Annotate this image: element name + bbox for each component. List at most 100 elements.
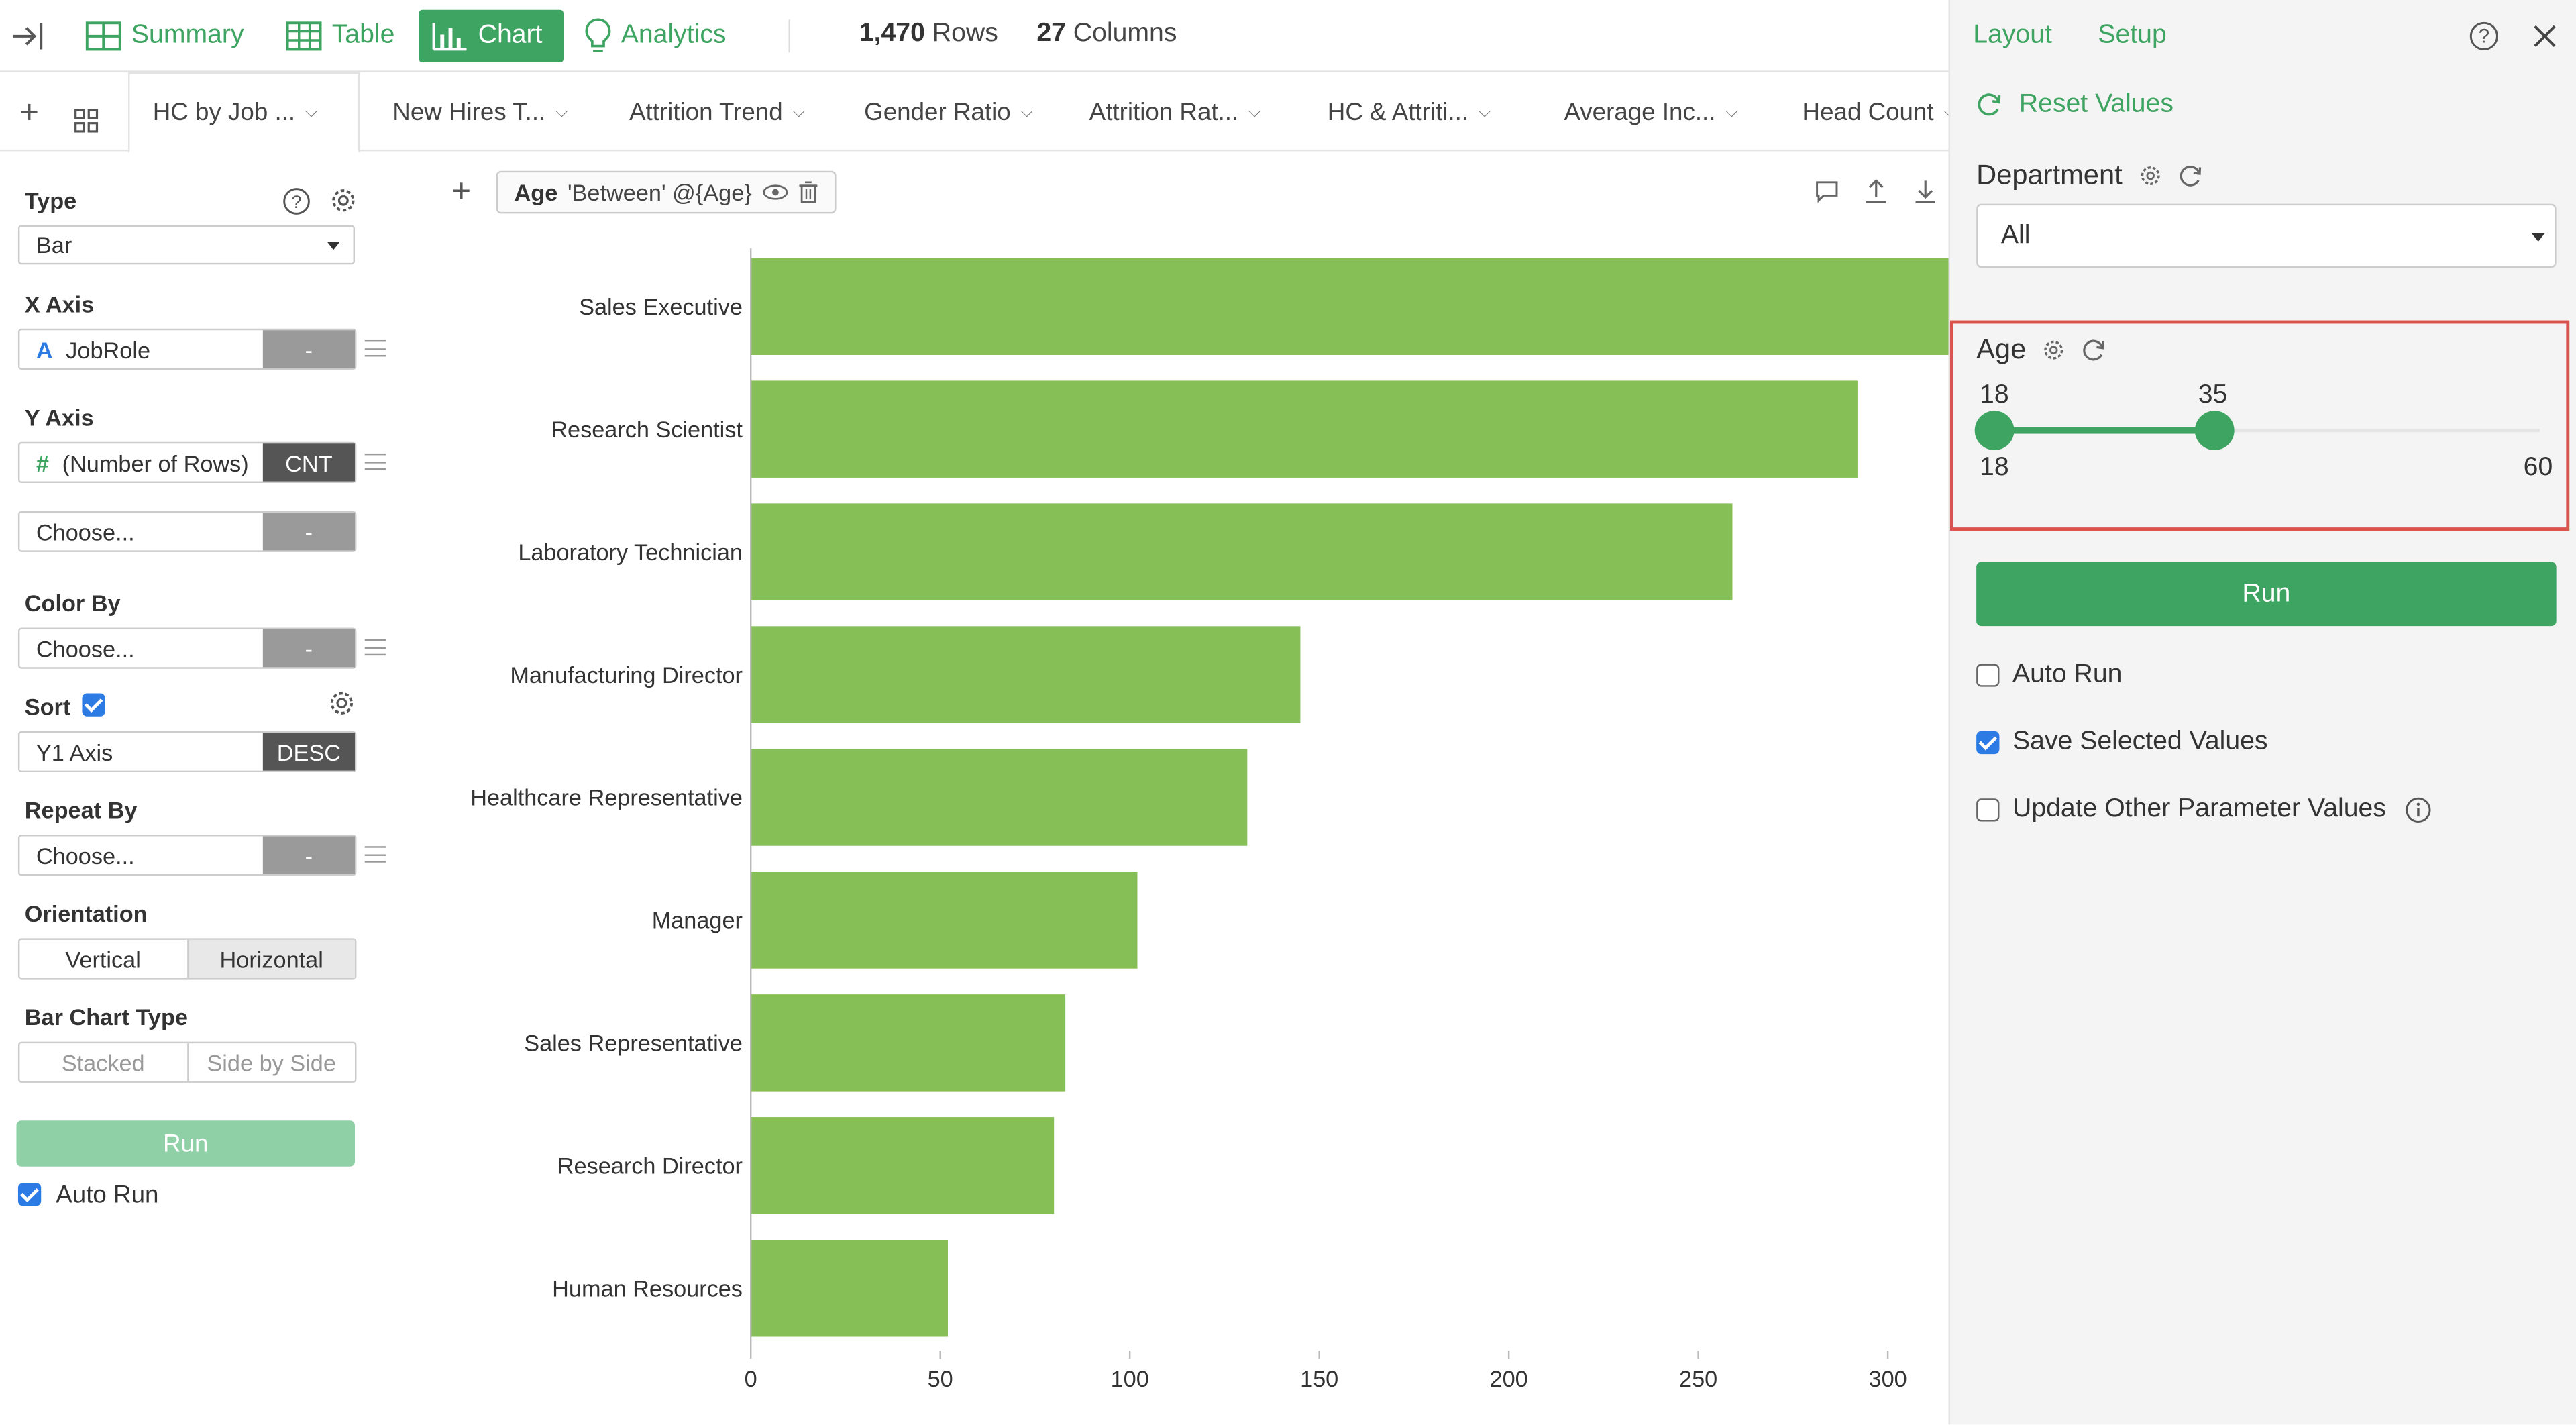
y2-axis-field[interactable]: Choose... -: [17, 511, 357, 552]
orientation-horizontal-button[interactable]: Horizontal: [186, 939, 355, 978]
auto-run-checkbox[interactable]: [1976, 664, 2000, 687]
comment-icon[interactable]: [1814, 177, 1840, 203]
run-button[interactable]: Run: [1976, 562, 2557, 627]
tab-attrition-trend[interactable]: Attrition Trend ⌵: [629, 72, 805, 152]
y2-aggregation[interactable]: -: [262, 513, 355, 551]
columns-count: 27 Columns: [1036, 19, 1177, 48]
x-axis-field[interactable]: A JobRole -: [17, 328, 357, 370]
filter-expression: 'Between' @{Age}: [568, 178, 752, 206]
x-axis-aggregation[interactable]: -: [262, 330, 355, 368]
bar-chart-type-label: Bar Chart Type: [24, 1004, 188, 1031]
category-label: Research Director: [557, 1154, 743, 1179]
orientation-toggle: Vertical Horizontal: [17, 938, 357, 980]
y2-field-name: Choose...: [36, 518, 135, 545]
add-filter-icon[interactable]: +: [451, 174, 472, 211]
info-icon[interactable]: [2406, 797, 2432, 823]
bar: [751, 749, 1248, 846]
gear-icon[interactable]: [329, 186, 358, 215]
age-slider-track[interactable]: [1994, 429, 2540, 433]
chart-type-select[interactable]: Bar: [17, 225, 355, 265]
y-axis-field[interactable]: # (Number of Rows) CNT: [17, 441, 357, 484]
save-selected-values-option: Save Selected Values: [1976, 728, 2268, 757]
orientation-vertical-button[interactable]: Vertical: [65, 945, 141, 972]
tab-attrition-rate[interactable]: Attrition Rat... ⌵: [1089, 72, 1261, 152]
color-by-field[interactable]: Choose... -: [17, 627, 357, 669]
trash-icon[interactable]: [798, 180, 817, 203]
menu-icon[interactable]: [364, 639, 386, 656]
chevron-down-icon: ⌵: [305, 103, 318, 122]
auto-run-label: Auto Run: [56, 1181, 159, 1210]
update-other-values-checkbox[interactable]: [1976, 798, 2000, 822]
chevron-down-icon: ⌵: [1943, 103, 1948, 121]
repeat-by-field[interactable]: Choose... -: [17, 835, 357, 876]
summary-view-button[interactable]: Summary: [72, 10, 257, 62]
reset-values-button[interactable]: Reset Values: [1976, 91, 2174, 120]
reset-values-label: Reset Values: [2019, 90, 2174, 119]
tab-average-income[interactable]: Average Inc... ⌵: [1564, 72, 1737, 152]
side-by-side-button[interactable]: Side by Side: [186, 1043, 355, 1081]
department-parameter-header: Department: [1976, 160, 2203, 193]
department-select[interactable]: All: [1976, 203, 2557, 268]
x-tick-label: 300: [1869, 1367, 1907, 1392]
category-label: Sales Executive: [579, 295, 743, 320]
auto-run-checkbox[interactable]: [17, 1183, 42, 1206]
age-filter-pill[interactable]: Age 'Between' @{Age}: [496, 170, 836, 214]
bar: [751, 258, 1949, 355]
tab-new-hires[interactable]: New Hires T... ⌵: [392, 72, 568, 152]
tab-hc-by-job[interactable]: HC by Job ... ⌵: [128, 72, 360, 153]
tab-label: HC & Attriti...: [1327, 97, 1469, 126]
sort-direction[interactable]: DESC: [262, 733, 355, 771]
menu-icon[interactable]: [364, 339, 386, 357]
category-label: Laboratory Technician: [518, 540, 743, 566]
category-label: Manufacturing Director: [510, 663, 743, 688]
tab-head-count[interactable]: Head Count ⌵: [1803, 72, 1949, 152]
help-icon[interactable]: ?: [282, 187, 311, 215]
age-max-label: 60: [2523, 453, 2553, 482]
chart-label: Chart: [478, 21, 543, 50]
gear-icon[interactable]: [2139, 164, 2161, 187]
menu-icon[interactable]: [364, 453, 386, 470]
stacked-button[interactable]: Stacked: [61, 1049, 145, 1075]
table-view-button[interactable]: Table: [273, 10, 408, 62]
tab-hc-attrition[interactable]: HC & Attriti... ⌵: [1328, 72, 1491, 152]
sort-checkbox[interactable]: [82, 693, 105, 717]
y-axis-aggregation[interactable]: CNT: [262, 443, 355, 482]
tab-gender-ratio[interactable]: Gender Ratio ⌵: [864, 72, 1033, 152]
export-icon[interactable]: [1863, 177, 1889, 203]
chart-icon: [432, 23, 467, 51]
bar-chart: Sales Executive Research Scientist Laborat…: [470, 248, 1949, 1392]
auto-run-label: Auto Run: [2012, 660, 2123, 689]
run-button[interactable]: Run: [16, 1120, 355, 1167]
color-by-aggregation[interactable]: -: [262, 629, 355, 668]
age-parameter-highlight: [1949, 320, 2570, 531]
update-other-values-option: Update Other Parameter Values: [1976, 795, 2432, 825]
tab-layout[interactable]: Layout: [1973, 21, 2052, 50]
grid-view-icon[interactable]: [74, 109, 99, 134]
age-slider-high-handle[interactable]: [2195, 411, 2235, 451]
collapse-sidebar-icon[interactable]: [10, 18, 46, 54]
close-icon[interactable]: [2532, 23, 2558, 49]
save-selected-values-checkbox[interactable]: [1976, 731, 2000, 755]
download-icon[interactable]: [1913, 177, 1939, 203]
age-label: Age: [1976, 333, 2027, 365]
tab-label: Head Count: [1802, 97, 1934, 126]
analytics-view-button[interactable]: Analytics: [572, 10, 739, 62]
summary-icon: [85, 21, 121, 51]
add-chart-icon[interactable]: +: [19, 95, 40, 131]
help-icon[interactable]: ?: [2469, 21, 2499, 51]
age-slider-low-handle[interactable]: [1974, 411, 2015, 451]
category-label: Healthcare Representative: [470, 786, 743, 811]
gear-icon[interactable]: [2043, 338, 2065, 361]
refresh-icon[interactable]: [2178, 164, 2203, 189]
repeat-by-aggregation[interactable]: -: [262, 836, 355, 874]
rows-count: 1,470 Rows: [859, 19, 998, 48]
x-axis-field-name: JobRole: [66, 335, 151, 363]
bar-chart-type-toggle: Stacked Side by Side: [17, 1041, 357, 1083]
chart-view-button[interactable]: Chart: [419, 9, 564, 63]
sort-field[interactable]: Y1 Axis DESC: [17, 731, 357, 773]
tab-setup[interactable]: Setup: [2098, 21, 2167, 50]
gear-icon[interactable]: [327, 688, 356, 718]
refresh-icon[interactable]: [2082, 337, 2106, 362]
eye-icon[interactable]: [761, 184, 788, 200]
menu-icon[interactable]: [364, 846, 386, 863]
